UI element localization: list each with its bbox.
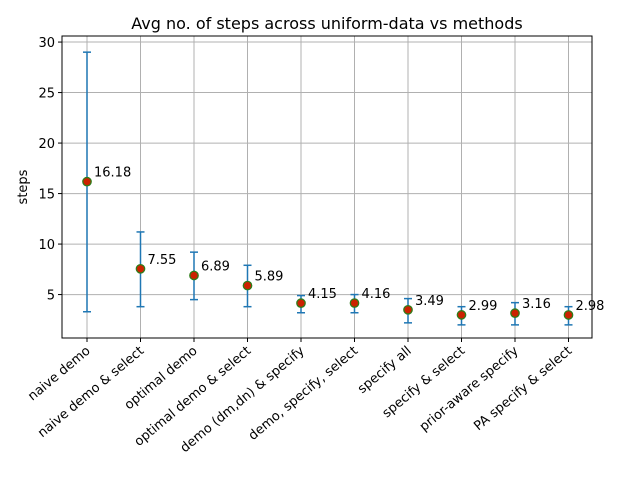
plot-frame bbox=[61, 35, 593, 339]
y-tick-label: 20 bbox=[38, 137, 55, 152]
y-tick-label: 15 bbox=[38, 188, 55, 203]
data-point bbox=[189, 270, 199, 281]
data-label: 4.16 bbox=[362, 287, 391, 302]
x-tick-label: PA specify & select bbox=[471, 344, 575, 434]
y-tick-label: 5 bbox=[47, 289, 55, 304]
errorbar-layer bbox=[83, 51, 573, 326]
y-tick-label: 10 bbox=[38, 238, 55, 253]
data-point bbox=[349, 298, 360, 308]
data-label: 3.16 bbox=[522, 297, 551, 312]
data-point bbox=[510, 308, 520, 319]
data-point bbox=[456, 310, 467, 320]
data-label: 2.98 bbox=[576, 299, 605, 314]
data-label: 5.89 bbox=[255, 270, 284, 285]
data-label: 16.18 bbox=[94, 166, 131, 181]
y-tick-label: 30 bbox=[38, 36, 55, 51]
y-tick-layer: 5 10 15 20 25 30 bbox=[38, 36, 62, 304]
data-point bbox=[82, 176, 92, 187]
data-label: 3.49 bbox=[415, 294, 444, 309]
data-point bbox=[242, 280, 253, 291]
data-label: 4.15 bbox=[308, 287, 337, 302]
data-label: 6.89 bbox=[201, 259, 230, 274]
data-point bbox=[135, 263, 146, 274]
x-tick-label: naive demo & select bbox=[35, 344, 147, 441]
data-point bbox=[563, 310, 574, 320]
data-point bbox=[403, 304, 413, 315]
x-tick-label: prior-aware specify bbox=[417, 343, 522, 434]
point-layer bbox=[82, 176, 574, 320]
y-axis-label: steps bbox=[16, 169, 31, 204]
data-label: 7.55 bbox=[148, 253, 177, 268]
data-label: 2.99 bbox=[469, 299, 498, 314]
y-tick-label: 25 bbox=[38, 87, 55, 102]
chart-title: Avg no. of steps across uniform-data vs … bbox=[131, 14, 522, 33]
data-label-layer: 16.18 7.55 6.89 5.89 4.15 4.16 3.49 2.99 3.16 2.9… bbox=[94, 166, 604, 314]
data-point bbox=[296, 298, 306, 309]
grid-layer bbox=[62, 36, 592, 338]
x-tick-label: demo, specify, select bbox=[246, 344, 361, 444]
